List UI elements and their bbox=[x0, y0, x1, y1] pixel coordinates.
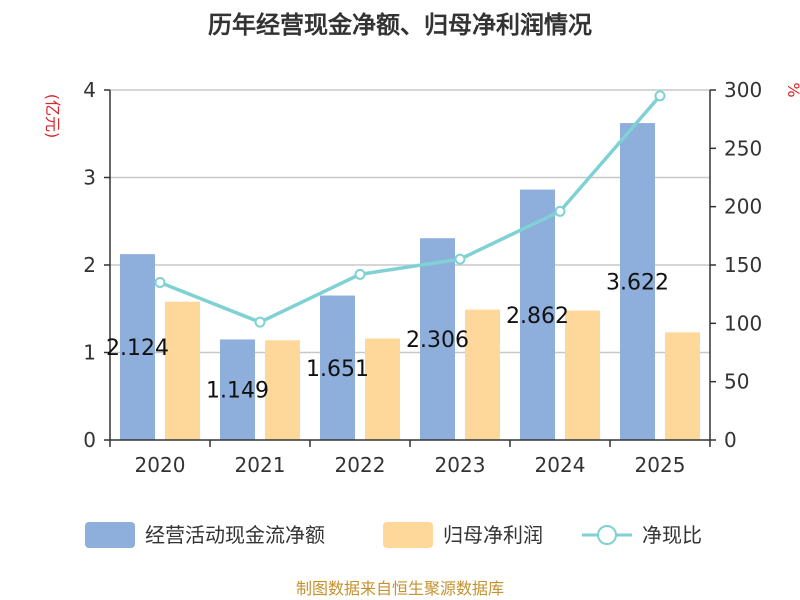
bar-value-label: 1.651 bbox=[306, 357, 369, 382]
source-note: 制图数据来自恒生聚源数据库 bbox=[296, 579, 504, 598]
x-tick-label: 2021 bbox=[235, 453, 286, 477]
bar-value-label: 3.622 bbox=[606, 271, 669, 296]
cash-ratio-point[interactable] bbox=[554, 205, 566, 217]
bar-value-label: 2.124 bbox=[106, 336, 169, 361]
legend-marker-cash-ratio bbox=[597, 525, 617, 545]
legend-label-operating-cash-flow[interactable]: 经营活动现金流净额 bbox=[145, 523, 325, 547]
right-tick-label: 150 bbox=[724, 253, 762, 277]
cash-ratio-point[interactable] bbox=[654, 90, 666, 102]
left-axis-unit: (亿元) bbox=[43, 94, 62, 139]
cash-ratio-point[interactable] bbox=[454, 253, 466, 265]
bar-net-profit[interactable] bbox=[265, 340, 300, 440]
left-tick-label: 4 bbox=[83, 78, 96, 102]
bar-operating-cash-flow[interactable] bbox=[620, 123, 655, 440]
right-tick-label: 300 bbox=[724, 78, 762, 102]
left-tick-label: 2 bbox=[83, 253, 96, 277]
bar-net-profit[interactable] bbox=[465, 309, 500, 440]
bar-net-profit[interactable] bbox=[365, 338, 400, 441]
bar-operating-cash-flow[interactable] bbox=[320, 295, 355, 440]
bar-value-label: 2.306 bbox=[406, 328, 469, 353]
right-axis-unit: % bbox=[784, 82, 800, 97]
left-tick-label: 1 bbox=[83, 341, 96, 365]
bars-layer bbox=[120, 123, 700, 440]
x-tick-label: 2025 bbox=[635, 453, 686, 477]
right-tick-label: 250 bbox=[724, 136, 762, 160]
right-tick-label: 0 bbox=[724, 428, 737, 452]
legend: 经营活动现金流净额 归母净利润 净现比 bbox=[85, 522, 702, 548]
axis-layer: 0 1 2 3 4 0 50 100 150 200 250 300 2020 2021 2022 2023 2… bbox=[83, 78, 762, 477]
bar-net-profit[interactable] bbox=[665, 332, 700, 440]
legend-swatch-operating-cash-flow[interactable] bbox=[85, 522, 135, 548]
bar-net-profit[interactable] bbox=[165, 301, 200, 440]
cash-ratio-point[interactable] bbox=[354, 268, 366, 280]
bar-operating-cash-flow[interactable] bbox=[220, 339, 255, 440]
bar-operating-cash-flow[interactable] bbox=[520, 189, 555, 440]
bar-operating-cash-flow[interactable] bbox=[120, 254, 155, 440]
bar-value-label: 1.149 bbox=[206, 379, 269, 404]
x-tick-label: 2023 bbox=[435, 453, 486, 477]
bar-operating-cash-flow[interactable] bbox=[420, 238, 455, 440]
right-tick-label: 50 bbox=[724, 370, 749, 394]
bar-net-profit[interactable] bbox=[565, 310, 600, 441]
left-tick-label: 0 bbox=[83, 428, 96, 452]
legend-label-net-profit[interactable]: 归母净利润 bbox=[443, 523, 543, 547]
x-tick-label: 2024 bbox=[535, 453, 586, 477]
cash-ratio-line bbox=[159, 94, 662, 325]
x-tick-label: 2020 bbox=[135, 453, 186, 477]
right-tick-label: 200 bbox=[724, 195, 762, 219]
label-layer: 2.124 1.149 1.651 2.306 2.862 3.622 bbox=[106, 271, 669, 404]
legend-swatch-net-profit[interactable] bbox=[383, 522, 433, 548]
left-tick-label: 3 bbox=[83, 166, 96, 190]
x-tick-label: 2022 bbox=[335, 453, 386, 477]
legend-label-cash-ratio[interactable]: 净现比 bbox=[642, 523, 702, 547]
grid-layer bbox=[110, 89, 710, 354]
line-layer bbox=[154, 90, 666, 328]
chart-title: 历年经营现金净额、归母净利润情况 bbox=[208, 11, 592, 39]
cash-ratio-point[interactable] bbox=[154, 277, 166, 288]
right-tick-label: 100 bbox=[724, 311, 762, 335]
cash-ratio-point[interactable] bbox=[254, 316, 266, 328]
bar-value-label: 2.862 bbox=[506, 304, 569, 329]
